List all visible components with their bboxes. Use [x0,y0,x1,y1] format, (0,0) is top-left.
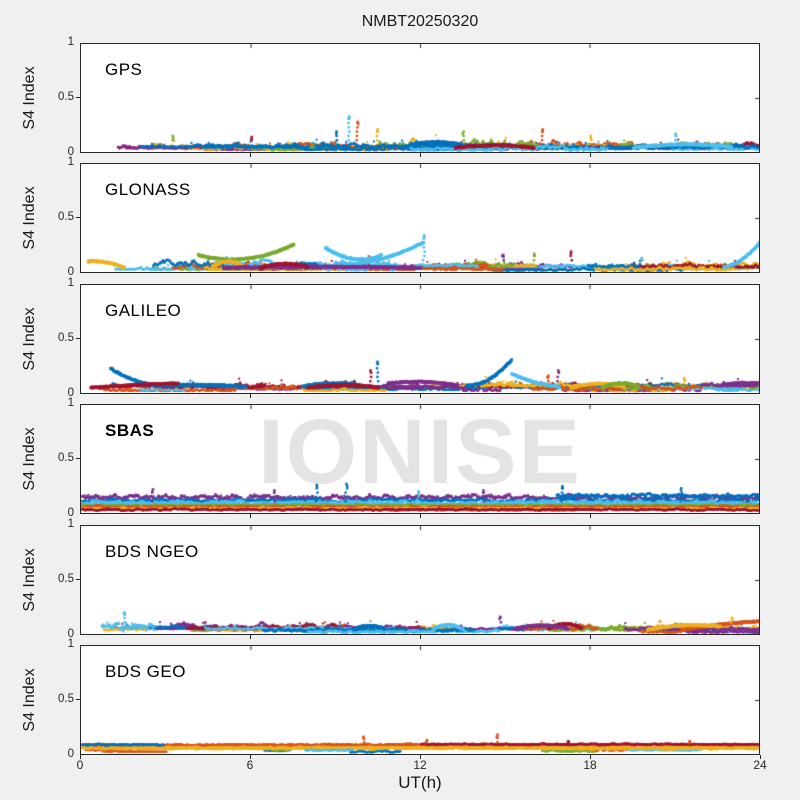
x-axis-tick [760,755,761,759]
y-axis-tick [76,579,80,580]
x-tick-label: 0 [76,758,84,772]
panel-label-sbas: SBAS [105,421,155,440]
x-tick-label: 6 [246,758,254,772]
gps-scatter-canvas [81,44,759,152]
x-axis-tick [590,635,591,639]
figure-title: NMBT20250320 [361,13,479,30]
y-tick-label: 0.5 [58,693,74,705]
y-tick-label: 0.5 [58,332,74,344]
panel-label-gps: GPS [105,60,143,79]
glonass-scatter-canvas [81,164,759,272]
panel-label-bds-geo: BDS GEO [105,662,186,681]
y-axis-tick [76,97,80,98]
y-tick-label: 1 [67,638,74,650]
panel-label-glonass: GLONASS [105,180,191,199]
y-tick-label: 1 [67,397,74,409]
x-axis-tick [420,153,421,157]
y-tick-label: 0.5 [58,452,74,464]
x-axis-tick [250,755,251,759]
x-axis-tick [250,153,251,157]
x-axis-tick [590,755,591,759]
y-axis-tick [76,699,80,700]
y-axis-tick [76,458,80,459]
x-axis-tick [420,394,421,398]
x-axis-tick [590,273,591,277]
y-tick-label: 0 [67,266,74,278]
y-axis-tick [76,338,80,339]
y-tick-label: 0 [67,387,74,399]
panel-bds-ngeo: BDS NGEO [80,525,760,635]
y-tick-label: 1 [67,36,74,48]
y-tick-label: 0.5 [58,211,74,223]
x-axis-tick [250,635,251,639]
galileo-scatter-canvas [81,285,759,393]
x-axis-tick [590,153,591,157]
y-tick-label: 0.5 [58,573,74,585]
x-tick-label: 24 [753,758,767,772]
sbas-scatter-canvas [81,405,759,513]
x-axis-tick [80,755,81,759]
x-axis-tick [250,394,251,398]
y-axis-tick [76,217,80,218]
x-axis-tick [590,394,591,398]
x-tick-label: 18 [583,758,597,772]
panel-galileo: GALILEO [80,284,760,394]
y-tick-label: 1 [67,156,74,168]
y-tick-label: 0 [67,146,74,158]
y-tick-label: 1 [67,277,74,289]
x-axis-tick [250,514,251,518]
bds-ngeo-scatter-canvas [81,526,759,634]
x-axis-tick [420,273,421,277]
x-axis-tick [420,755,421,759]
x-axis-label: UT(h) [398,773,442,792]
panel-glonass: GLONASS [80,163,760,273]
x-axis-tick [420,635,421,639]
bds-geo-scatter-canvas [81,646,759,754]
y-tick-label: 0 [67,507,74,519]
x-axis-tick [250,273,251,277]
x-tick-label: 12 [413,758,427,772]
panel-bds-geo: BDS GEO [80,645,760,755]
x-axis-tick [590,514,591,518]
y-tick-label: 1 [67,518,74,530]
y-tick-label: 0.5 [58,91,74,103]
panel-label-bds-ngeo: BDS NGEO [105,542,199,561]
panel-label-galileo: GALILEO [105,301,182,320]
y-tick-label: 0 [67,628,74,640]
panel-sbas: IONISESBAS [80,404,760,514]
panel-gps: GPS [80,43,760,153]
y-tick-label: 0 [67,748,74,760]
x-axis-tick [420,514,421,518]
